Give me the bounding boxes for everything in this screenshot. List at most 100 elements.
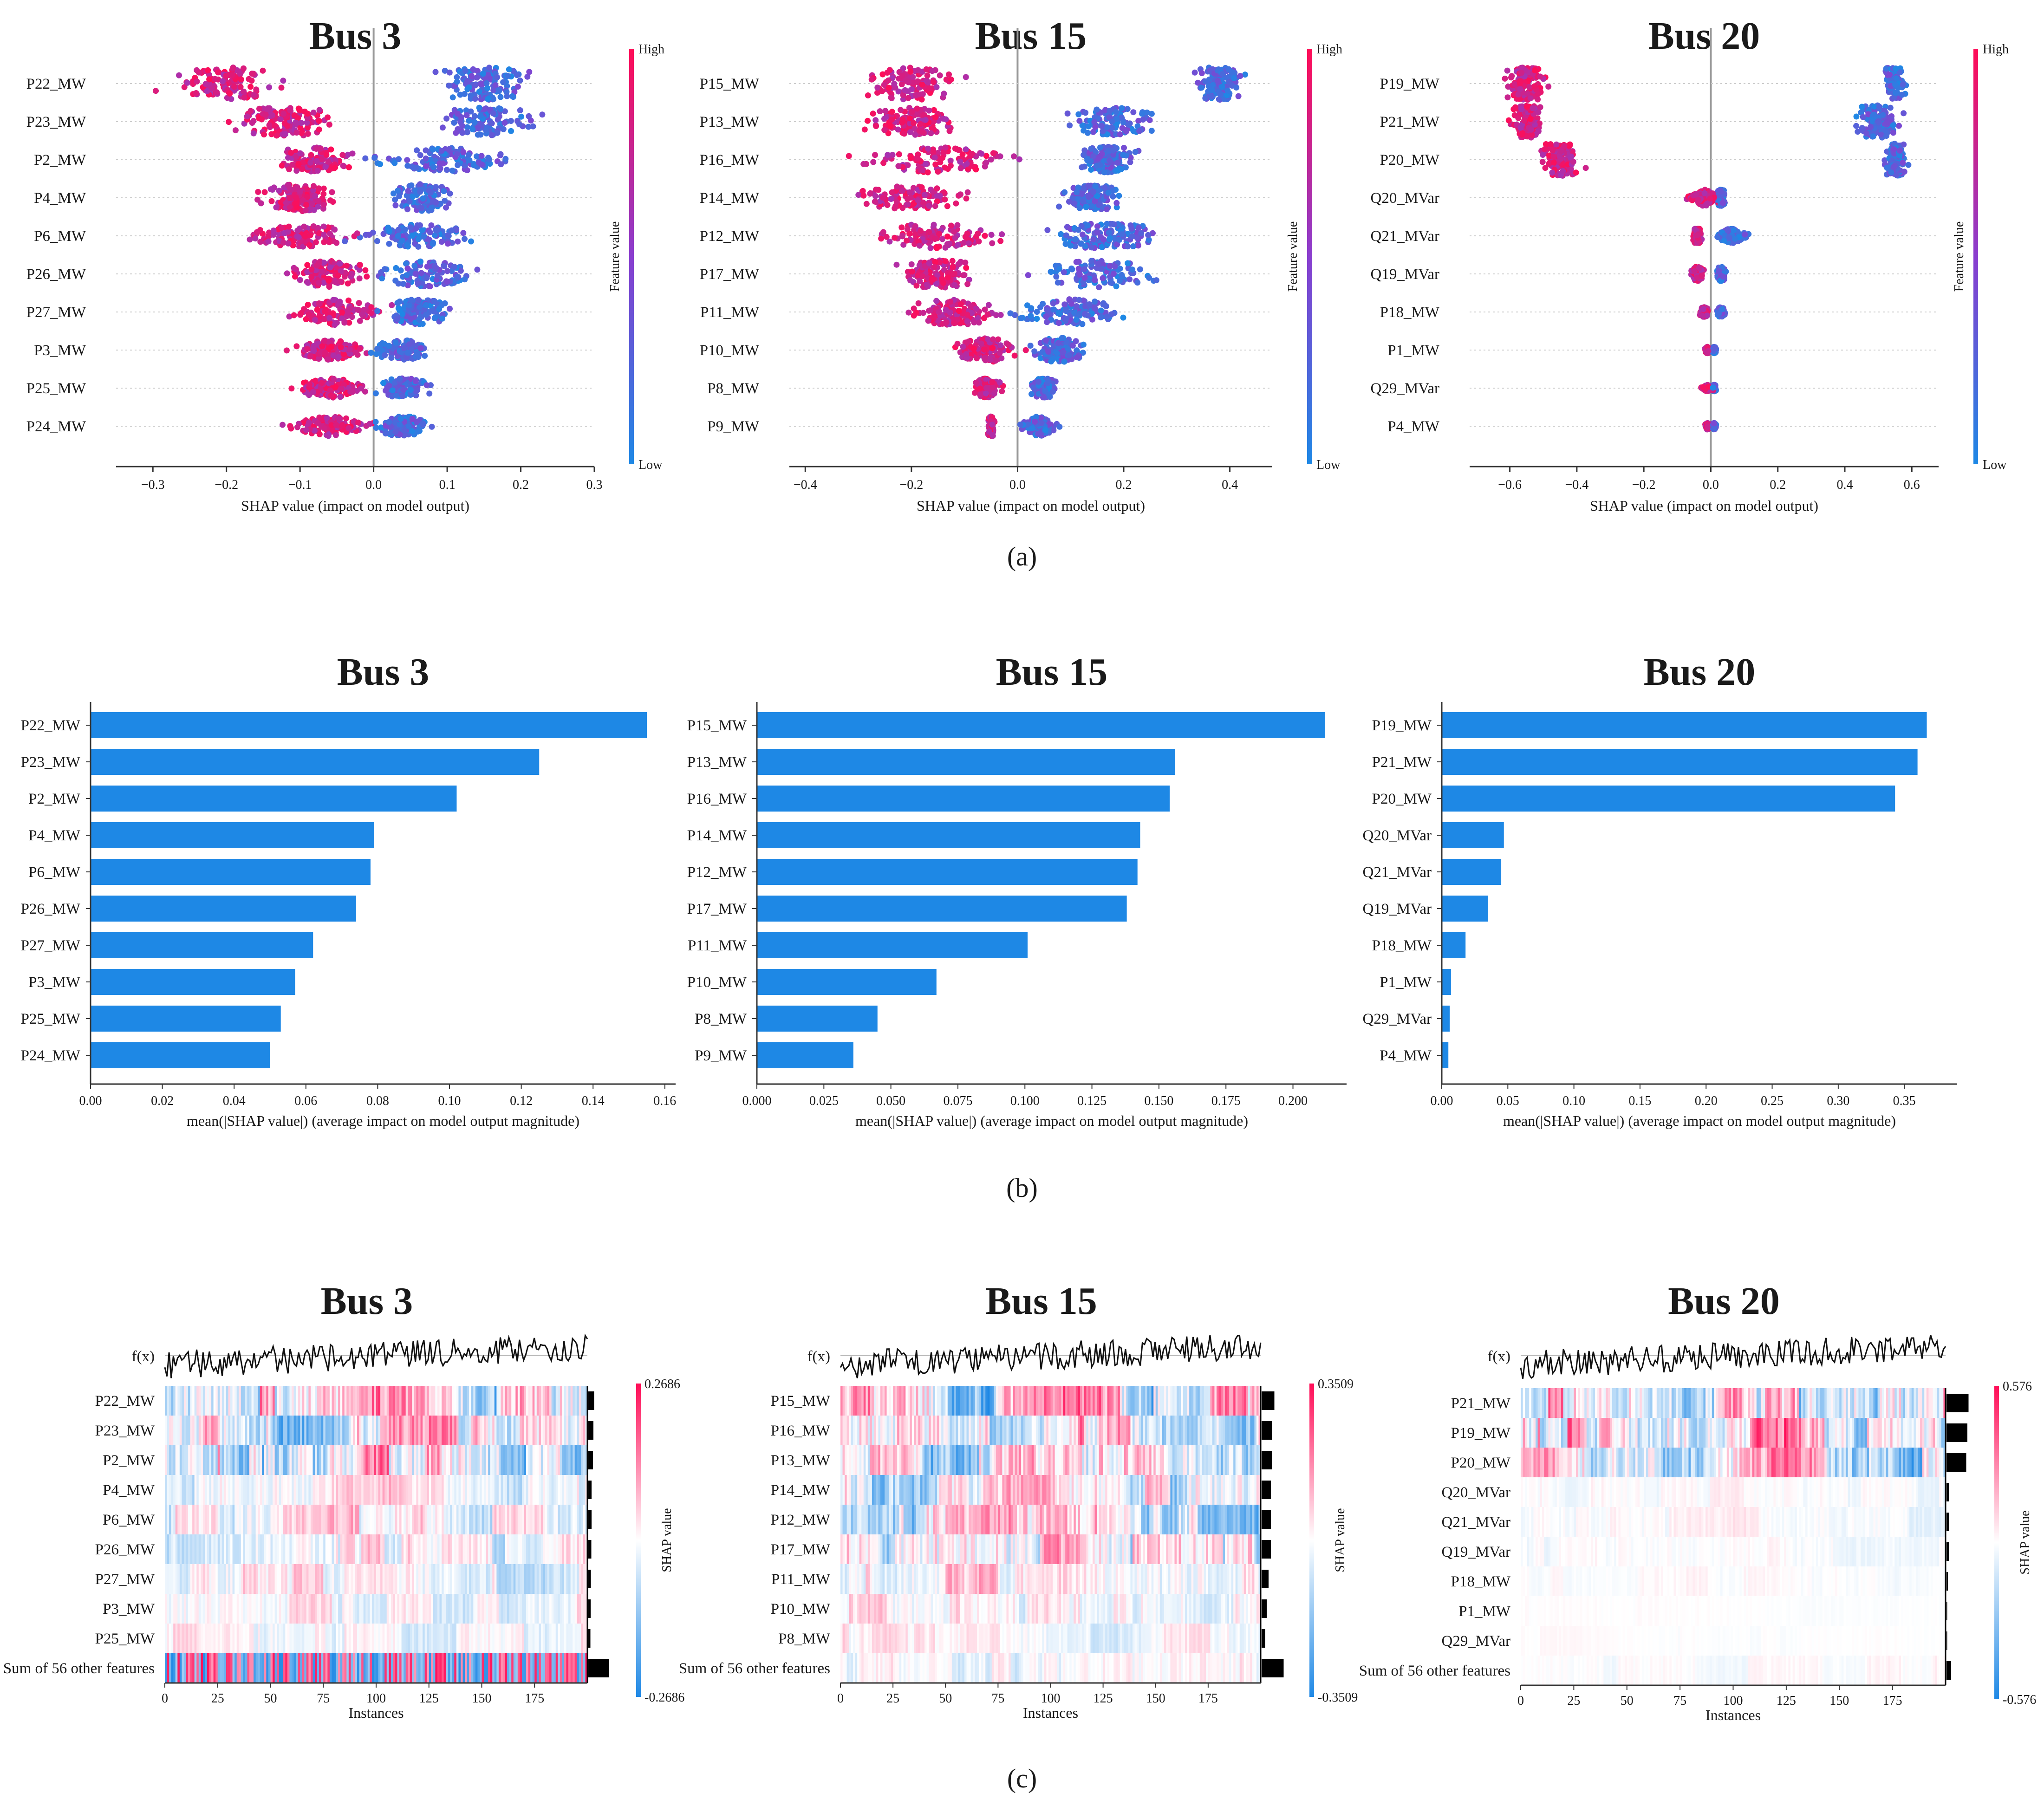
shap-point bbox=[215, 69, 221, 75]
shap-point bbox=[922, 192, 928, 198]
shap-point bbox=[957, 147, 963, 153]
shap-point bbox=[269, 112, 275, 118]
shap-point bbox=[374, 308, 380, 314]
shap-point bbox=[279, 84, 285, 91]
shap-point bbox=[517, 78, 523, 84]
shap-point bbox=[878, 235, 884, 241]
shap-point bbox=[381, 341, 387, 347]
shap-point bbox=[1117, 278, 1123, 284]
shap-point bbox=[1101, 169, 1107, 175]
shap-point bbox=[1217, 91, 1224, 97]
shap-point bbox=[1090, 236, 1096, 242]
shap-point bbox=[1076, 297, 1082, 303]
shap-point bbox=[936, 309, 942, 315]
shap-point bbox=[893, 262, 899, 268]
shap-point bbox=[919, 184, 925, 190]
shap-point bbox=[391, 160, 397, 166]
shap-point bbox=[406, 302, 412, 308]
shap-point bbox=[410, 233, 416, 239]
shap-point bbox=[417, 189, 423, 195]
shap-point bbox=[426, 188, 432, 194]
shap-point bbox=[339, 309, 345, 315]
shap-point bbox=[472, 113, 478, 119]
x-tick-label: −0.4 bbox=[794, 478, 817, 492]
shap-point bbox=[423, 156, 429, 162]
shap-point bbox=[978, 340, 984, 346]
shap-point bbox=[241, 65, 247, 71]
shap-point bbox=[1032, 419, 1038, 425]
shap-point bbox=[1117, 131, 1123, 137]
shap-point bbox=[355, 420, 361, 426]
shap-point bbox=[1087, 301, 1093, 307]
shap-point bbox=[311, 183, 317, 189]
shap-point bbox=[516, 121, 522, 127]
shap-point bbox=[1058, 231, 1064, 237]
shap-point bbox=[873, 123, 879, 129]
shap-point bbox=[304, 346, 310, 352]
shap-point bbox=[1063, 316, 1069, 322]
shap-point bbox=[898, 107, 904, 113]
shap-point bbox=[912, 232, 918, 238]
shap-point bbox=[318, 146, 324, 152]
shap-point bbox=[314, 263, 320, 269]
shap-point bbox=[337, 394, 343, 400]
shap-point bbox=[253, 86, 259, 92]
shap-point bbox=[485, 96, 491, 102]
shap-point bbox=[1120, 119, 1126, 125]
shap-point bbox=[205, 67, 211, 73]
shap-point bbox=[1079, 321, 1085, 327]
shap-point bbox=[963, 146, 969, 152]
shap-point bbox=[433, 265, 439, 271]
shap-point bbox=[311, 223, 317, 229]
shap-point bbox=[395, 188, 401, 194]
shap-point bbox=[402, 227, 408, 233]
shap-point bbox=[305, 110, 311, 117]
shap-point bbox=[969, 151, 975, 157]
shap-point bbox=[373, 351, 379, 357]
shap-point bbox=[999, 388, 1005, 394]
shap-point bbox=[906, 231, 912, 237]
shap-point bbox=[347, 346, 353, 352]
shap-point bbox=[1066, 296, 1072, 302]
shap-point bbox=[415, 244, 421, 250]
shap-point bbox=[321, 232, 327, 238]
shap-point bbox=[1055, 310, 1061, 316]
shap-point bbox=[427, 229, 433, 235]
shap-point bbox=[464, 112, 470, 118]
shap-point bbox=[247, 84, 254, 90]
shap-point bbox=[429, 205, 435, 211]
shap-point bbox=[989, 232, 995, 238]
shap-point bbox=[1081, 342, 1087, 348]
shap-point bbox=[1044, 319, 1050, 325]
shap-point bbox=[1102, 184, 1108, 190]
shap-point bbox=[385, 225, 391, 231]
shap-point bbox=[411, 263, 417, 269]
shap-point bbox=[923, 117, 929, 123]
shap-point bbox=[455, 239, 461, 245]
shap-point bbox=[1089, 317, 1095, 323]
feature-label: P15_MW bbox=[700, 76, 760, 92]
shap-point bbox=[911, 120, 917, 126]
shap-point bbox=[966, 240, 972, 247]
shap-point bbox=[1029, 391, 1035, 397]
shap-point bbox=[423, 302, 429, 308]
shap-point bbox=[909, 109, 915, 115]
shap-point bbox=[392, 429, 398, 435]
shap-point bbox=[888, 95, 894, 101]
shap-point bbox=[455, 110, 461, 117]
shap-point bbox=[468, 239, 474, 245]
shap-point bbox=[508, 118, 514, 124]
shap-point bbox=[279, 162, 285, 169]
shap-point bbox=[877, 108, 883, 114]
feature-label: P16_MW bbox=[700, 152, 760, 169]
shap-point bbox=[316, 118, 322, 124]
shap-point bbox=[976, 319, 982, 325]
shap-point bbox=[476, 160, 482, 166]
shap-point bbox=[418, 205, 424, 211]
shap-point bbox=[387, 430, 393, 436]
shap-point bbox=[430, 164, 436, 170]
shap-point bbox=[952, 235, 958, 241]
shap-point bbox=[932, 114, 938, 120]
shap-point bbox=[530, 123, 536, 130]
shap-point bbox=[466, 118, 472, 124]
